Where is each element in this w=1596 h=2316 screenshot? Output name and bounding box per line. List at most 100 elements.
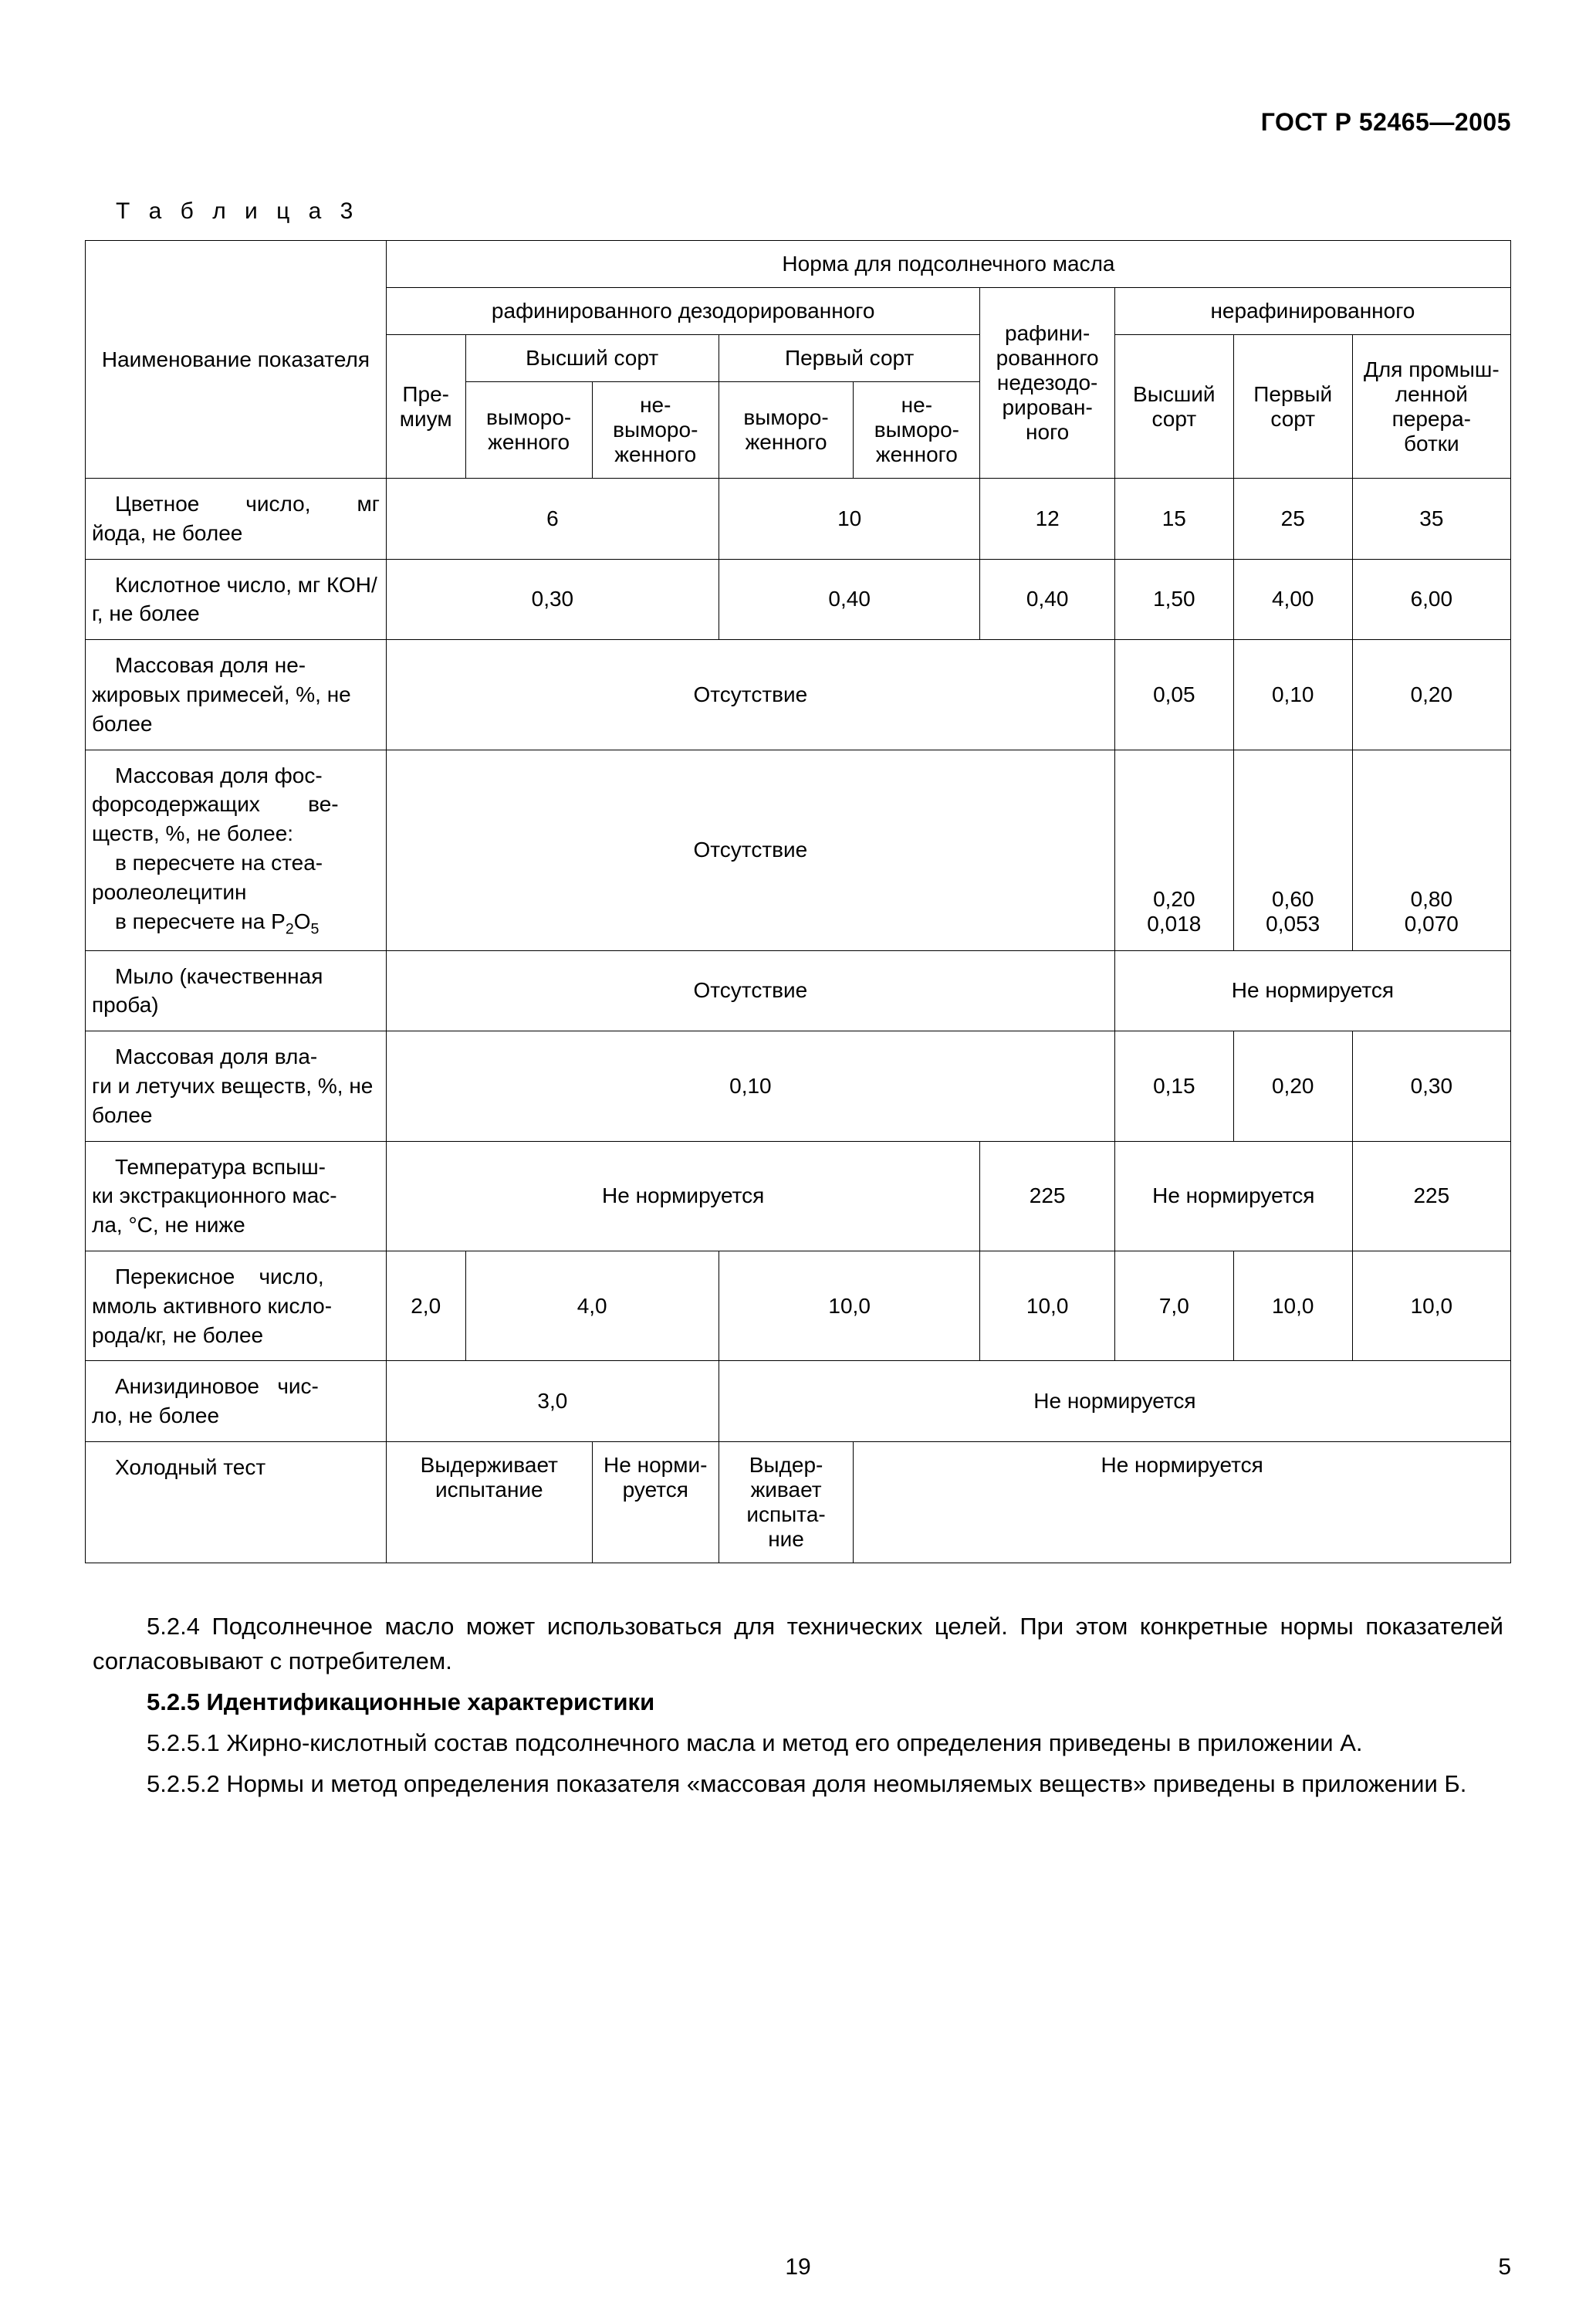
cell: 0,15	[1114, 1031, 1233, 1141]
cell: Выдер- живает испыта- ние	[719, 1441, 853, 1563]
cell: 6,00	[1352, 559, 1510, 640]
v4a: 0,20	[1121, 887, 1227, 912]
th-frozen-2: выморо- женного	[719, 382, 853, 479]
cell: 10,0	[719, 1251, 980, 1360]
r4-l6: в пересчете на P2O5	[92, 907, 380, 940]
cell: Не нормируется	[719, 1361, 1510, 1442]
table-row: Перекисное число, ммоль активного кисло-…	[86, 1251, 1511, 1360]
table-row: Мыло (качественная проба) Отсутствие Не …	[86, 950, 1511, 1031]
table-row: Кислотное число, мг КОН/г, не более 0,30…	[86, 559, 1511, 640]
cell: 0,40	[719, 559, 980, 640]
document-header: ГОСТ Р 52465—2005	[85, 108, 1511, 137]
r10v3: Выдер- живает испыта- ние	[746, 1453, 825, 1551]
v5a: 0,60	[1240, 887, 1346, 912]
cell: Выдерживает испытание	[386, 1441, 592, 1563]
standards-table: Наименование показателя Норма для подсол…	[85, 240, 1511, 1563]
paragraph: 5.2.5.2 Нормы и метод определения показа…	[93, 1767, 1503, 1802]
table-row: Массовая доля вла- ги и летучих веществ,…	[86, 1031, 1511, 1141]
cell: Не нормируется	[854, 1441, 1511, 1563]
cell: 0,80 0,070	[1352, 750, 1510, 950]
table-row: Анизидиновое чис-ло, не более 3,0 Не нор…	[86, 1361, 1511, 1442]
cell: 3,0	[386, 1361, 719, 1442]
v6b: 0,070	[1359, 912, 1504, 936]
table-row: Цветное число, мг йода, не более 6 10 12…	[86, 479, 1511, 560]
table-caption: Т а б л и ц а 3	[116, 198, 1511, 225]
cell: 0,20	[1233, 1031, 1352, 1141]
th-first-grade2: Первый сорт	[1233, 335, 1352, 479]
v6a: 0,80	[1359, 887, 1504, 912]
table-row: Температура вспыш- ки экстракционного ма…	[86, 1141, 1511, 1251]
th-parameter: Наименование показателя	[86, 241, 387, 479]
cell: 6	[386, 479, 719, 560]
th-frozen-1: выморо- женного	[465, 382, 592, 479]
cell: Отсутствие	[386, 750, 1114, 950]
param-name: Мыло (качественная проба)	[86, 950, 387, 1031]
cell: 225	[980, 1141, 1114, 1251]
cell: Не нормируется	[1114, 1141, 1352, 1251]
th-frozen-1-text: выморо- женного	[486, 405, 571, 454]
param-name: Кислотное число, мг КОН/г, не более	[86, 559, 387, 640]
page: ГОСТ Р 52465—2005 Т а б л и ц а 3 Наимен…	[0, 0, 1596, 2316]
cell: 4,00	[1233, 559, 1352, 640]
table-row: Массовая доля не- жировых примесей, %, н…	[86, 640, 1511, 750]
param-name: Холодный тест	[86, 1441, 387, 1563]
cell: 10,0	[980, 1251, 1114, 1360]
cell: 0,60 0,053	[1233, 750, 1352, 950]
table-row: Массовая доля фос- форсодержащих ве- щес…	[86, 750, 1511, 950]
cell: 7,0	[1114, 1251, 1233, 1360]
cell: 4,0	[465, 1251, 719, 1360]
cell: 0,20	[1352, 640, 1510, 750]
th-top-grade2: Высший сорт	[1114, 335, 1233, 479]
cell: Не нормируется	[1114, 950, 1510, 1031]
cell: 35	[1352, 479, 1510, 560]
r4-l5: роолеолецитин	[92, 878, 380, 907]
cell: 10,0	[1352, 1251, 1510, 1360]
r4-l4: в пересчете на стеа-	[92, 848, 380, 878]
paragraph: 5.2.4 Подсолнечное масло может использов…	[93, 1610, 1503, 1679]
th-notfrozen-1: не- выморо- женного	[592, 382, 719, 479]
th-unrefined: нерафинированного	[1114, 288, 1510, 335]
th-refined-deo: рафинированного дезодорированного	[386, 288, 980, 335]
th-notfrozen-1-text: не- выморо- женного	[613, 393, 698, 466]
table-row: Холодный тест Выдерживает испытание Не н…	[86, 1441, 1511, 1563]
v4b: 0,018	[1121, 912, 1227, 936]
th-frozen-2-text: выморо- женного	[743, 405, 828, 454]
th-premium-text: Пре- миум	[400, 382, 452, 431]
cell: Отсутствие	[386, 640, 1114, 750]
r6-text: Массовая доля вла- ги и летучих веществ,…	[92, 1045, 373, 1127]
cell: Отсутствие	[386, 950, 1114, 1031]
cell: 2,0	[386, 1251, 465, 1360]
cell: 0,30	[1352, 1031, 1510, 1141]
cell: 1,50	[1114, 559, 1233, 640]
param-name: Перекисное число, ммоль активного кисло-…	[86, 1251, 387, 1360]
cell: 0,05	[1114, 640, 1233, 750]
cell: 0,30	[386, 559, 719, 640]
param-name: Температура вспыш- ки экстракционного ма…	[86, 1141, 387, 1251]
cell: 10	[719, 479, 980, 560]
r7-text: Температура вспыш- ки экстракционного ма…	[92, 1155, 337, 1238]
th-premium: Пре- миум	[386, 335, 465, 479]
th-norm: Норма для подсолнечного масла	[386, 241, 1510, 288]
th-industrial: Для промыш- ленной перера- ботки	[1352, 335, 1510, 479]
th-notfrozen-2: не- выморо- женного	[854, 382, 980, 479]
r10v2: Не норми- руется	[604, 1453, 707, 1502]
v5b: 0,053	[1240, 912, 1346, 936]
th-notfrozen-2-text: не- выморо- женного	[874, 393, 959, 466]
cell: 0,10	[1233, 640, 1352, 750]
paragraph-bold: 5.2.5 Идентификационные характеристики	[93, 1685, 1503, 1720]
r4-l1: Массовая доля фос-	[92, 761, 380, 791]
cell: 12	[980, 479, 1114, 560]
cell: 225	[1352, 1141, 1510, 1251]
body-text: 5.2.4 Подсолнечное масло может использов…	[85, 1610, 1511, 1802]
param-name: Анизидиновое чис-ло, не более	[86, 1361, 387, 1442]
cell: 0,20 0,018	[1114, 750, 1233, 950]
cell: Не нормируется	[386, 1141, 980, 1251]
th-first-grade: Первый сорт	[719, 335, 980, 382]
cell: 15	[1114, 479, 1233, 560]
r4-l6-text: в пересчете на P	[115, 909, 286, 933]
th-industrial-text: Для промыш- ленной перера- ботки	[1364, 357, 1500, 455]
cell: 0,10	[386, 1031, 1114, 1141]
page-number-right: 5	[1498, 2254, 1511, 2280]
cell: 10,0	[1233, 1251, 1352, 1360]
cell: 0,40	[980, 559, 1114, 640]
